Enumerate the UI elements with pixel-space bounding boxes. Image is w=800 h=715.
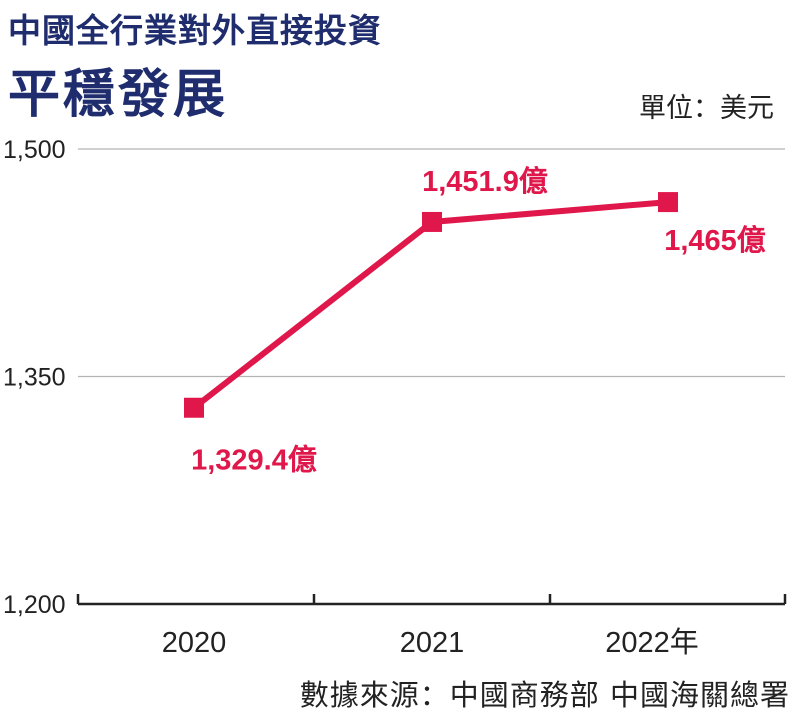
data-label: 1,465億 <box>664 224 766 257</box>
unit-label: 單位：美元 <box>639 93 774 124</box>
data-label: 1,329.4億 <box>191 444 317 477</box>
data-point-marker <box>422 211 442 232</box>
x-tick-label: 2022年 <box>605 626 699 659</box>
y-tick-label: 1,350 <box>3 364 66 392</box>
x-tick-label: 2021 <box>400 627 465 659</box>
data-point-marker <box>184 397 204 418</box>
data-point-marker <box>658 192 678 213</box>
y-tick-label: 1,200 <box>3 591 66 619</box>
y-tick-label: 1,500 <box>3 136 66 164</box>
x-tick-label: 2020 <box>162 627 227 659</box>
data-source: 數據來源：中國商務部 中國海關總署 <box>299 678 790 712</box>
chart-title: 中國全行業對外直接投資 <box>8 11 382 50</box>
data-label: 1,451.9億 <box>422 165 548 198</box>
chart-subtitle: 平穩發展 <box>8 65 229 125</box>
